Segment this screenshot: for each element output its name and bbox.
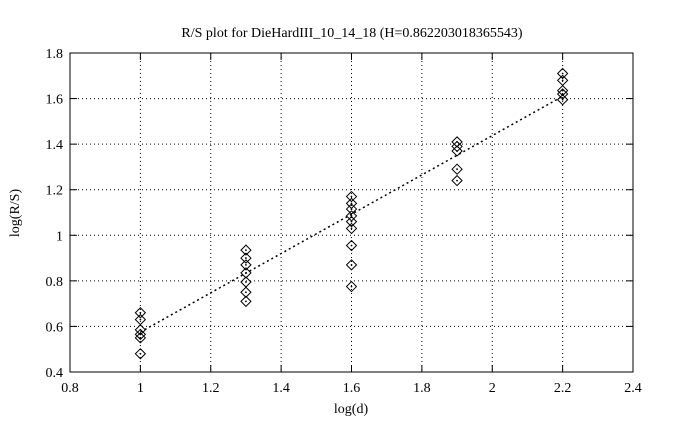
- data-point-diamond: [134, 332, 147, 344]
- data-point-diamond: [345, 203, 358, 215]
- y-tick-label: 1.8: [46, 47, 64, 62]
- tick-labels-layer: 0.8 1 1.2 1.4 1.6 1.8 2 2.2 2.4 0.4 0.6 0.8 1 1.2 1.4 1…: [46, 47, 642, 396]
- data-point-diamond: [134, 328, 147, 341]
- data-point-diamond: [451, 145, 463, 157]
- data-point-diamond: [345, 259, 358, 271]
- data-point-diamond: [556, 94, 569, 106]
- data-point-center-dot: [350, 285, 353, 288]
- data-point-center-dot: [561, 79, 564, 82]
- x-tick-label: 2: [489, 381, 496, 396]
- x-tick-label: 2.2: [554, 381, 572, 396]
- x-tick-label: 1.6: [343, 381, 361, 396]
- x-axis-label: log(d): [334, 402, 369, 417]
- data-point-center-dot: [245, 281, 247, 283]
- data-point-center-dot: [561, 98, 564, 101]
- x-tick-label: 2.4: [624, 381, 642, 396]
- y-tick-label: 1.2: [46, 184, 64, 199]
- x-tick-label: 0.8: [61, 381, 79, 396]
- data-point-center-dot: [245, 249, 247, 251]
- y-tick-label: 1.4: [46, 138, 64, 153]
- data-point-center-dot: [139, 318, 142, 321]
- data-point-center-dot: [561, 72, 564, 75]
- y-tick-label: 0.4: [46, 366, 64, 381]
- y-tick-label: 0.8: [46, 275, 64, 290]
- data-points-layer: [134, 67, 569, 360]
- data-point-diamond: [451, 163, 463, 175]
- data-point-diamond: [556, 84, 569, 97]
- data-point-center-dot: [245, 271, 247, 274]
- data-point-center-dot: [350, 208, 353, 210]
- data-point-center-dot: [456, 150, 458, 152]
- data-point-diamond: [556, 67, 569, 80]
- data-point-center-dot: [245, 257, 247, 259]
- data-point-diamond: [134, 307, 147, 319]
- data-point-diamond: [345, 190, 358, 203]
- data-point-diamond: [345, 222, 358, 235]
- data-point-diamond: [240, 286, 252, 298]
- data-point-center-dot: [139, 336, 142, 339]
- data-point-diamond: [240, 295, 252, 308]
- data-point-center-dot: [456, 168, 458, 171]
- x-tick-label: 1.4: [272, 381, 290, 396]
- y-tick-label: 1.6: [46, 93, 64, 108]
- data-point-diamond: [240, 259, 252, 271]
- data-point-diamond: [451, 174, 463, 187]
- y-axis-label: log(R/S): [8, 189, 23, 238]
- data-point-center-dot: [456, 179, 458, 182]
- x-tick-label: 1.8: [413, 381, 431, 396]
- data-point-diamond: [240, 267, 252, 279]
- data-point-diamond: [240, 244, 252, 256]
- data-point-center-dot: [350, 264, 353, 266]
- plot-title: R/S plot for DieHardIII_10_14_18 (H=0.86…: [181, 26, 522, 41]
- y-tick-label: 1: [56, 229, 63, 244]
- x-tick-label: 1.2: [202, 381, 220, 396]
- data-point-center-dot: [350, 244, 353, 247]
- data-point-diamond: [240, 252, 252, 264]
- y-tick-label: 0.6: [46, 320, 64, 335]
- data-point-center-dot: [245, 264, 247, 266]
- data-point-diamond: [345, 239, 358, 252]
- data-point-center-dot: [350, 220, 353, 223]
- data-point-center-dot: [139, 311, 142, 314]
- data-point-diamond: [345, 280, 358, 293]
- data-point-center-dot: [350, 195, 353, 198]
- axis-ticks-layer: [69, 52, 634, 373]
- x-tick-label: 1: [137, 381, 144, 396]
- data-point-diamond: [134, 348, 147, 360]
- data-point-center-dot: [350, 227, 353, 230]
- data-point-center-dot: [245, 291, 247, 294]
- data-point-center-dot: [139, 352, 142, 355]
- data-point-center-dot: [245, 300, 247, 303]
- data-point-diamond: [345, 215, 358, 228]
